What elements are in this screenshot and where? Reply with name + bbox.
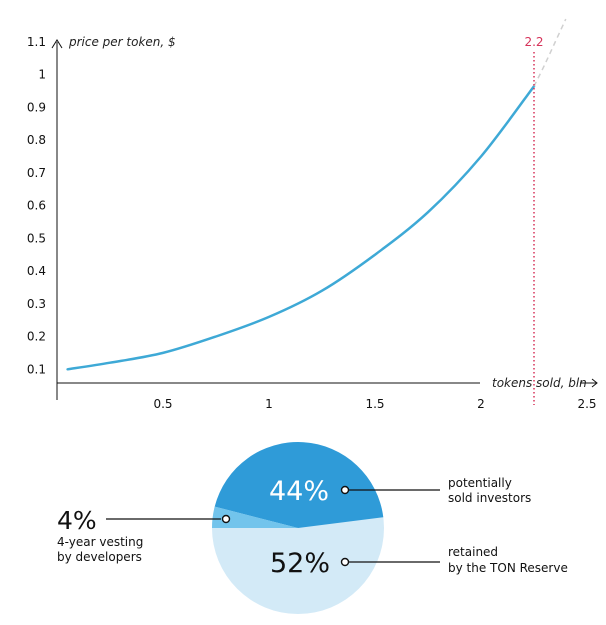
y-tick-label: 0.9 <box>27 100 46 114</box>
x-tick-label: 1.5 <box>365 397 384 411</box>
projection-dashed-line <box>533 18 567 87</box>
leader-dot-vesting <box>221 514 231 524</box>
price-curve <box>66 84 536 371</box>
x-axis-title: tokens sold, bln <box>492 376 587 390</box>
y-tick-label: 0.5 <box>27 231 46 245</box>
x-axis-arrow <box>580 378 598 388</box>
y-tick-label: 0.6 <box>27 199 46 213</box>
token-distribution-pie: 44% 52% potentially sold investors retai… <box>57 442 568 614</box>
y-tick-label: 1.1 <box>27 35 46 49</box>
x-tick-label: 1 <box>265 397 273 411</box>
x-tick-label: 0.5 <box>153 397 172 411</box>
note-reserve-line-2: by the TON Reserve <box>448 561 568 575</box>
pie-label-reserve: 52% <box>270 548 330 579</box>
note-reserve-line-1: retained <box>448 545 498 559</box>
pie-slice-vesting <box>212 506 298 528</box>
y-tick-label: 0.1 <box>27 362 46 376</box>
marker-label: 2.2 <box>524 35 543 49</box>
x-tick-label: 2 <box>477 397 485 411</box>
leader-dot-investors <box>340 485 350 495</box>
y-tick-label: 0.2 <box>27 330 46 344</box>
price-curve-chart: price per token, $ tokens sold, bln 0.1 0… <box>27 18 598 411</box>
note-vesting-line-2: by developers <box>57 550 142 564</box>
y-tick-label: 0.4 <box>27 264 46 278</box>
note-investors-line-2: sold investors <box>448 491 531 505</box>
y-axis-title: price per token, $ <box>68 35 176 49</box>
y-tick-label: 0.7 <box>27 166 46 180</box>
x-tick-label: 2.5 <box>577 397 596 411</box>
note-vesting-line-1: 4-year vesting <box>57 535 143 549</box>
pie-slice-investors <box>214 442 384 528</box>
pie-label-investors: 44% <box>269 476 329 507</box>
leader-dot-reserve <box>340 557 350 567</box>
y-tick-label: 0.8 <box>27 133 46 147</box>
y-tick-label: 1 <box>38 68 46 82</box>
y-axis-arrow <box>51 39 63 49</box>
pie-label-vesting: 4% <box>57 506 97 535</box>
note-investors-line-1: potentially <box>448 476 512 490</box>
y-tick-label: 0.3 <box>27 297 46 311</box>
